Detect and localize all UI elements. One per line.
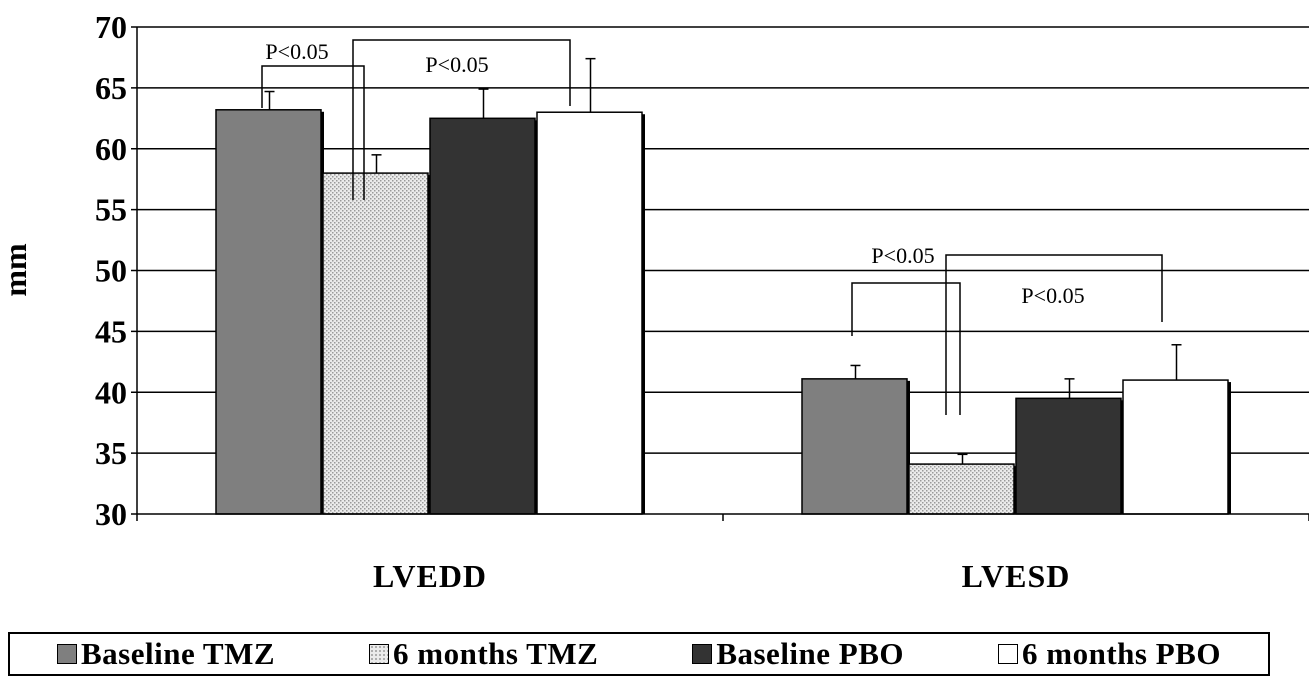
bar-chart: P<0.05 P<0.05 P<0.05 P<0.05 30 35 40 45 50 55 60 6… bbox=[0, 9, 1309, 594]
y-tick-label: 45 bbox=[95, 313, 127, 349]
x-category-label: LVESD bbox=[962, 558, 1071, 594]
legend-label: Baseline PBO bbox=[716, 636, 905, 671]
x-category-label: LVEDD bbox=[373, 558, 487, 594]
bar-6-months-pbo-lvesd bbox=[1122, 379, 1229, 515]
y-axis-label: mm bbox=[0, 243, 33, 297]
bar-shadow bbox=[427, 175, 431, 514]
significance-bracket bbox=[851, 282, 961, 415]
legend-swatch-baseline-pbo bbox=[692, 644, 713, 664]
significance-label: P<0.05 bbox=[265, 39, 328, 64]
bar-baseline-tmz-lvesd bbox=[801, 378, 908, 515]
bar-shadow bbox=[1227, 382, 1231, 514]
bar-6-months-pbo-lvedd bbox=[536, 111, 643, 515]
bar-baseline-pbo-lvedd bbox=[429, 117, 536, 515]
legend-label: 6 months PBO bbox=[1022, 636, 1221, 671]
significance-bracket bbox=[261, 65, 365, 200]
legend-item-6-months-tmz: 6 months TMZ bbox=[369, 636, 598, 672]
bar-6-months-tmz-lvedd bbox=[322, 172, 429, 515]
y-tick-label: 40 bbox=[95, 374, 127, 410]
legend: Baseline TMZ 6 months TMZ Baseline PBO 6… bbox=[8, 632, 1270, 676]
bar-shadow bbox=[320, 111, 324, 514]
bar-6-months-tmz-lvesd bbox=[908, 463, 1015, 515]
bar-shadow bbox=[1013, 466, 1017, 514]
legend-item-baseline-pbo: Baseline PBO bbox=[692, 636, 904, 672]
significance-bracket bbox=[352, 39, 571, 200]
y-tick-label: 65 bbox=[95, 70, 127, 106]
axes: 30 35 40 45 50 55 60 65 70 LVEDD LVESD bbox=[95, 9, 1309, 594]
significance-label: P<0.05 bbox=[425, 52, 488, 77]
bar-baseline-pbo-lvesd bbox=[1015, 397, 1122, 515]
y-tick-label: 70 bbox=[95, 9, 127, 45]
y-tick-label: 35 bbox=[95, 435, 127, 471]
legend-label: Baseline TMZ bbox=[81, 636, 276, 671]
y-tick-label: 50 bbox=[95, 253, 127, 289]
legend-swatch-6-months-pbo bbox=[998, 644, 1019, 664]
bar-shadow bbox=[1120, 400, 1124, 514]
y-tick-label: 55 bbox=[95, 192, 127, 228]
legend-item-6-months-pbo: 6 months PBO bbox=[998, 636, 1221, 672]
bar-shadow bbox=[534, 120, 538, 514]
legend-swatch-baseline-tmz bbox=[57, 644, 77, 664]
significance-label: P<0.05 bbox=[871, 243, 934, 268]
legend-item-baseline-tmz: Baseline TMZ bbox=[57, 636, 275, 672]
significance-label: P<0.05 bbox=[1021, 283, 1084, 308]
y-tick-label: 30 bbox=[95, 496, 127, 532]
bar-baseline-tmz-lvedd bbox=[215, 109, 322, 515]
significance-annotations: P<0.05 P<0.05 P<0.05 P<0.05 bbox=[261, 39, 1163, 415]
legend-swatch-6-months-tmz bbox=[369, 644, 390, 664]
bar-shadow bbox=[906, 380, 910, 514]
error-bars bbox=[264, 57, 1182, 465]
y-tick-label: 60 bbox=[95, 131, 127, 167]
legend-label: 6 months TMZ bbox=[393, 636, 599, 671]
bar-shadow bbox=[641, 114, 645, 514]
significance-bracket bbox=[945, 254, 1163, 415]
